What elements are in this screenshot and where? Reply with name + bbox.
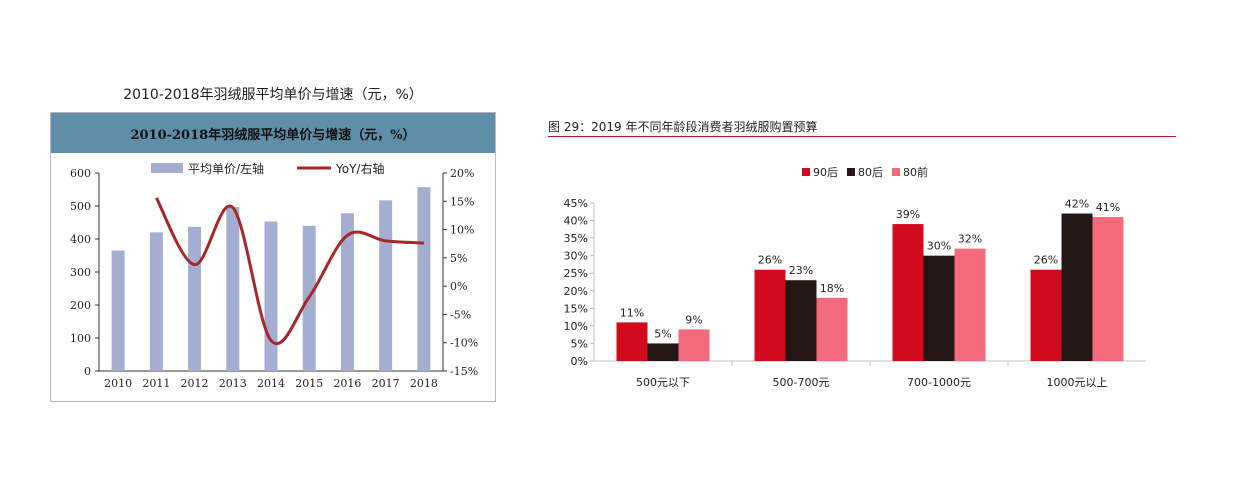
right-chart-title: 图 29：2019 年不同年龄段消费者羽绒服购置预算: [548, 120, 818, 134]
bar-80后: [1061, 213, 1093, 361]
price-bar: [264, 221, 278, 371]
left-y-tick-label: 500: [70, 200, 91, 213]
y-tick-label: 0%: [571, 355, 588, 368]
y-tick-label: 10%: [564, 320, 588, 333]
left-y-tick-label: 100: [70, 332, 91, 345]
x-tick-label: 2010: [104, 377, 132, 390]
bar-90后: [616, 322, 648, 361]
legend-label: 80后: [858, 166, 883, 179]
legend-swatch: [892, 168, 900, 176]
x-tick-label: 1000元以上: [1047, 376, 1108, 389]
x-tick-label: 2011: [142, 377, 170, 390]
y-tick-label: 15%: [564, 302, 588, 315]
left-chart-panel: 2010-2018年羽绒服平均单价与增速（元，%） 0 100 200 300 400 5…: [50, 112, 496, 402]
price-bar: [379, 200, 393, 371]
x-tick-label: 2017: [372, 377, 400, 390]
y-tick-label: 30%: [564, 250, 588, 263]
data-label: 23%: [789, 264, 813, 277]
right-y-tick-label: -15%: [450, 365, 478, 378]
left-chart-title: 2010-2018年羽绒服平均单价与增速（元，%）: [123, 87, 423, 103]
bar-80前: [954, 248, 986, 361]
y-tick-label: 25%: [564, 267, 588, 280]
price-bar: [111, 250, 125, 371]
bar-80前: [678, 329, 710, 361]
x-tick-label: 2014: [257, 377, 285, 390]
left-y-tick-label: 200: [70, 299, 91, 312]
x-tick-label: 2018: [410, 377, 438, 390]
x-tick-label: 2016: [333, 377, 361, 390]
right-y-tick-label: 15%: [450, 195, 474, 208]
bar-80后: [923, 255, 955, 361]
price-bar: [417, 187, 431, 371]
price-bar: [188, 226, 202, 371]
right-y-tick-label: -5%: [450, 308, 471, 321]
legend-swatch: [847, 168, 855, 176]
data-label: 32%: [958, 233, 982, 246]
legend-label: 90后: [813, 166, 838, 179]
data-label: 18%: [820, 282, 844, 295]
x-tick-label: 500元以下: [636, 376, 690, 389]
y-tick-label: 35%: [564, 232, 588, 245]
y-tick-label: 5%: [571, 337, 588, 350]
y-tick-label: 40%: [564, 215, 588, 228]
data-label: 42%: [1065, 198, 1089, 211]
x-tick-label: 2012: [181, 377, 209, 390]
data-label: 5%: [654, 327, 671, 340]
price-bar: [149, 232, 163, 371]
right-y-tick-label: -10%: [450, 337, 478, 350]
x-tick-label: 2015: [295, 377, 323, 390]
bar-90后: [754, 269, 786, 361]
bar-80后: [785, 280, 817, 361]
data-label: 26%: [758, 254, 782, 267]
legend-label-yoy: YoY/右轴: [335, 161, 384, 176]
legend-swatch-price: [151, 163, 183, 173]
left-chart-inner-title: 2010-2018年羽绒服平均单价与增速（元，%）: [51, 113, 495, 153]
y-tick-label: 20%: [564, 285, 588, 298]
bar-80前: [1092, 217, 1124, 361]
right-y-tick-label: 20%: [450, 167, 474, 180]
data-label: 26%: [1034, 254, 1058, 267]
bar-90后: [1030, 269, 1062, 361]
price-bar: [226, 206, 240, 371]
bar-90后: [892, 224, 924, 361]
legend-label-price: 平均单价/左轴: [188, 161, 264, 176]
left-y-tick-label: 0: [84, 365, 91, 378]
bar-80前: [816, 297, 848, 361]
price-bar: [340, 213, 354, 371]
x-tick-label: 500-700元: [773, 376, 830, 389]
legend-swatch: [802, 168, 810, 176]
data-label: 39%: [896, 208, 920, 221]
data-label: 30%: [927, 240, 951, 253]
right-chart: 0% 5% 10% 15% 20% 25% 30% 35% 40% 45% 11% 5% 9% 500元以…: [564, 165, 1146, 389]
right-y-tick-label: 0%: [450, 280, 467, 293]
data-label: 9%: [685, 313, 702, 326]
left-y-tick-label: 300: [70, 266, 91, 279]
legend-label: 80前: [903, 165, 928, 179]
left-y-tick-label: 600: [70, 167, 91, 180]
yoy-line: [155, 197, 424, 345]
left-chart: 0 100 200 300 400 500 600 -15% -10% -5% 0% 5% 10% 15%…: [70, 161, 478, 390]
data-label: 41%: [1096, 201, 1120, 214]
data-label: 11%: [620, 306, 644, 319]
left-y-tick-label: 400: [70, 233, 91, 246]
x-tick-label: 2013: [219, 377, 247, 390]
bar-80后: [647, 343, 679, 361]
x-tick-label: 700-1000元: [907, 376, 971, 389]
y-tick-label: 45%: [564, 197, 588, 210]
right-title-divider: [548, 136, 1176, 137]
right-y-tick-label: 5%: [450, 252, 467, 265]
right-y-tick-label: 10%: [450, 224, 474, 237]
